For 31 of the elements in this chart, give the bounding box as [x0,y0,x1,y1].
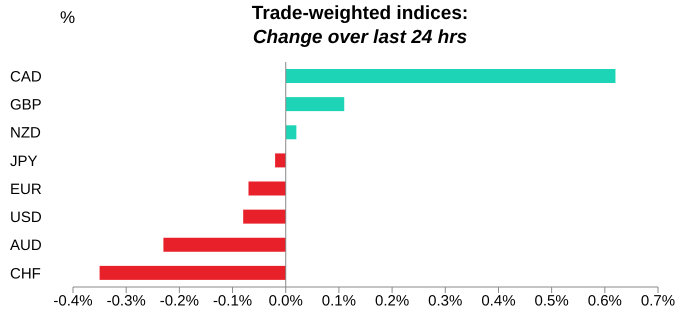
y-tick-label: NZD [10,124,41,142]
x-tick-label: 0.0% [268,292,303,310]
x-tick-label: 0.6% [588,292,622,310]
y-tick-label: JPY [10,152,38,170]
x-tick-label: 0.1% [322,292,356,310]
y-tick-label: AUD [10,237,42,254]
bar [243,210,286,224]
x-tick-label: 0.7% [640,292,676,310]
x-tick-label: -0.1% [212,292,252,310]
chart-subtitle: Change over last 24 hrs [252,26,468,50]
x-tick-label: 0.2% [374,292,410,310]
bar [286,97,344,112]
bar [286,69,616,84]
y-tick-label: CAD [10,68,42,86]
x-tick-label: -0.2% [160,292,199,310]
y-tick-label: USD [10,209,42,226]
bar [275,153,286,168]
y-tick-label: EUR [10,180,42,198]
chart-title: Trade-weighted indices: [252,3,468,24]
x-tick-label: -0.4% [53,292,93,310]
bar [286,125,296,140]
x-tick-label: 0.5% [534,292,569,310]
x-tick-label: 0.3% [428,292,462,310]
y-axis-title: % [60,8,76,28]
bar [100,266,286,280]
bar [248,182,286,196]
x-tick-label: -0.3% [106,292,146,310]
y-tick-label: CHF [10,265,41,282]
x-tick-label: 0.4% [481,292,516,310]
bar [163,238,286,252]
y-tick-label: GBP [10,96,42,114]
